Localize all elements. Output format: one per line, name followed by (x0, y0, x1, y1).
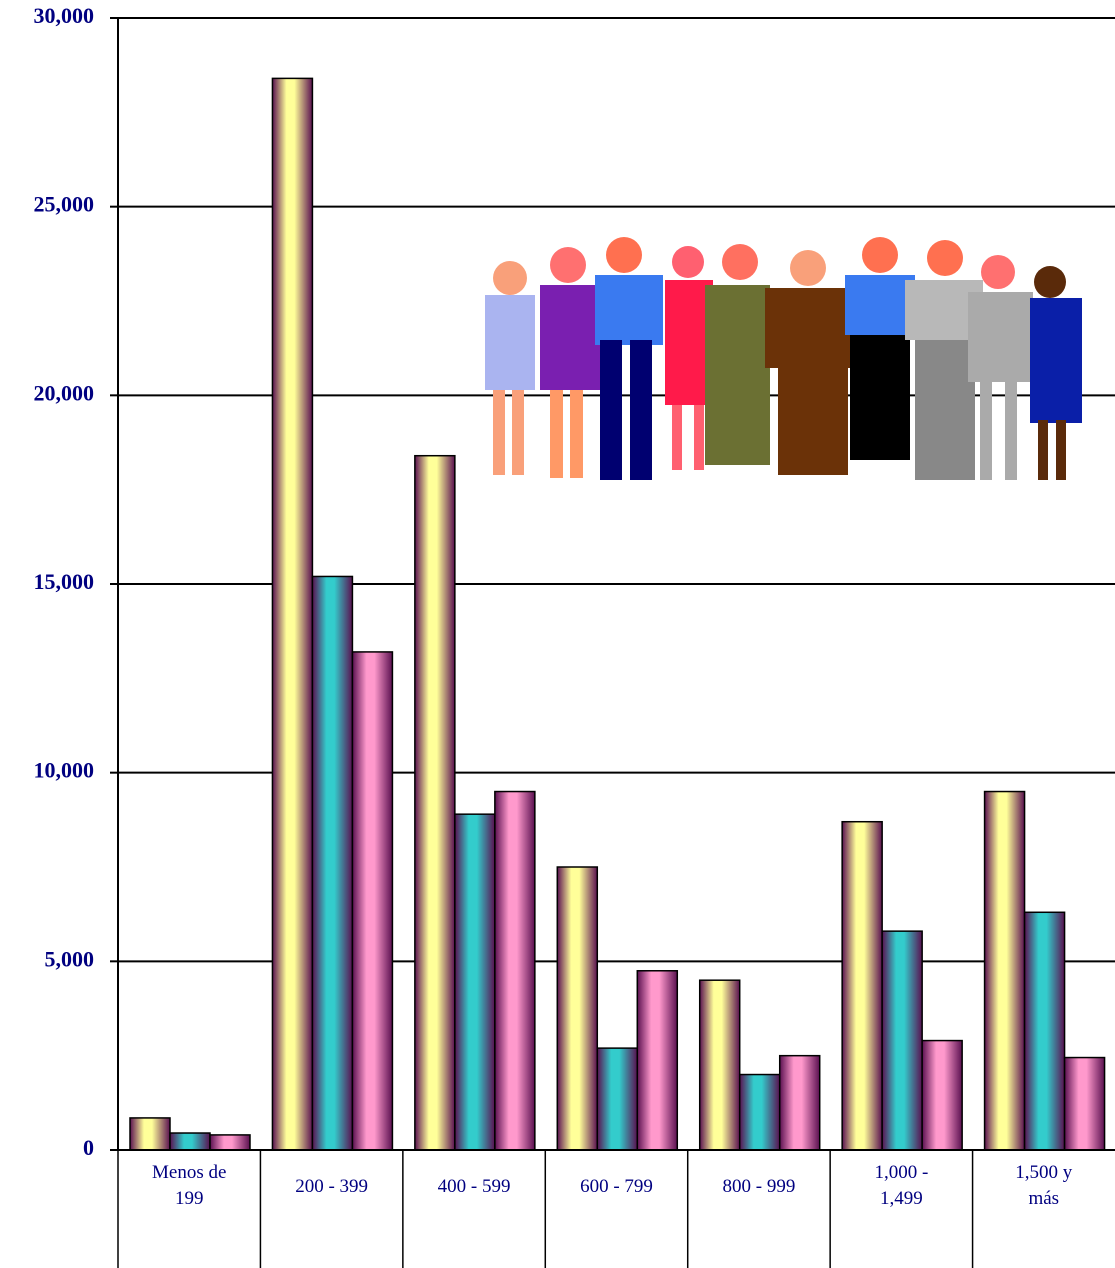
x-tick-box: 1,000 - 1,499 (830, 1160, 972, 1240)
bar (455, 814, 495, 1150)
bar (272, 78, 312, 1150)
chart: 0 5,000 10,000 15,000 20,000 25,000 30,000 Meno… (0, 0, 1115, 1268)
bar (1025, 912, 1065, 1150)
bar (597, 1048, 637, 1150)
bar (170, 1133, 210, 1150)
x-tick-box: 800 - 999 (688, 1160, 830, 1240)
x-tick-label: 800 - 999 (715, 1160, 803, 1200)
person (1030, 266, 1082, 480)
x-tick-box: Menos de 199 (118, 1160, 260, 1240)
bar (130, 1118, 170, 1150)
y-tick-label: 25,000 (34, 192, 95, 217)
people-clipart (485, 237, 1082, 480)
x-tick-box: 400 - 599 (403, 1160, 545, 1240)
x-tick-label: 600 - 799 (572, 1160, 660, 1200)
x-tick-label: 1,000 - 1,499 (857, 1160, 945, 1212)
bar (637, 971, 677, 1150)
bar (1065, 1058, 1105, 1150)
x-tick-box: 1,500 y más (973, 1160, 1115, 1240)
y-tick-label: 15,000 (34, 569, 95, 594)
y-tick-label: 5,000 (45, 946, 95, 971)
x-tick-label: 1,500 y más (1000, 1160, 1088, 1212)
y-tick-label: 10,000 (34, 758, 95, 783)
bar (780, 1056, 820, 1150)
person (845, 237, 915, 460)
plot-background (118, 18, 1115, 1150)
x-tick-box: 200 - 399 (260, 1160, 402, 1240)
y-tick-label: 0 (83, 1135, 94, 1160)
x-tick-label: 400 - 599 (430, 1160, 518, 1200)
bar (922, 1041, 962, 1150)
person (540, 247, 600, 478)
bar (557, 867, 597, 1150)
bar (700, 980, 740, 1150)
y-tick-label: 30,000 (34, 3, 95, 28)
person (705, 244, 770, 465)
bar (352, 652, 392, 1150)
bar (842, 822, 882, 1150)
x-tick-label: Menos de 199 (145, 1160, 233, 1212)
person (485, 261, 535, 475)
bar (882, 931, 922, 1150)
x-tick-label: 200 - 399 (287, 1160, 375, 1200)
person (595, 237, 663, 480)
bar (985, 792, 1025, 1150)
bar (210, 1135, 250, 1150)
bar (415, 456, 455, 1150)
bar (312, 576, 352, 1150)
bar (495, 792, 535, 1150)
bar (740, 1075, 780, 1150)
x-tick-box: 600 - 799 (545, 1160, 687, 1240)
y-tick-label: 20,000 (34, 380, 95, 405)
